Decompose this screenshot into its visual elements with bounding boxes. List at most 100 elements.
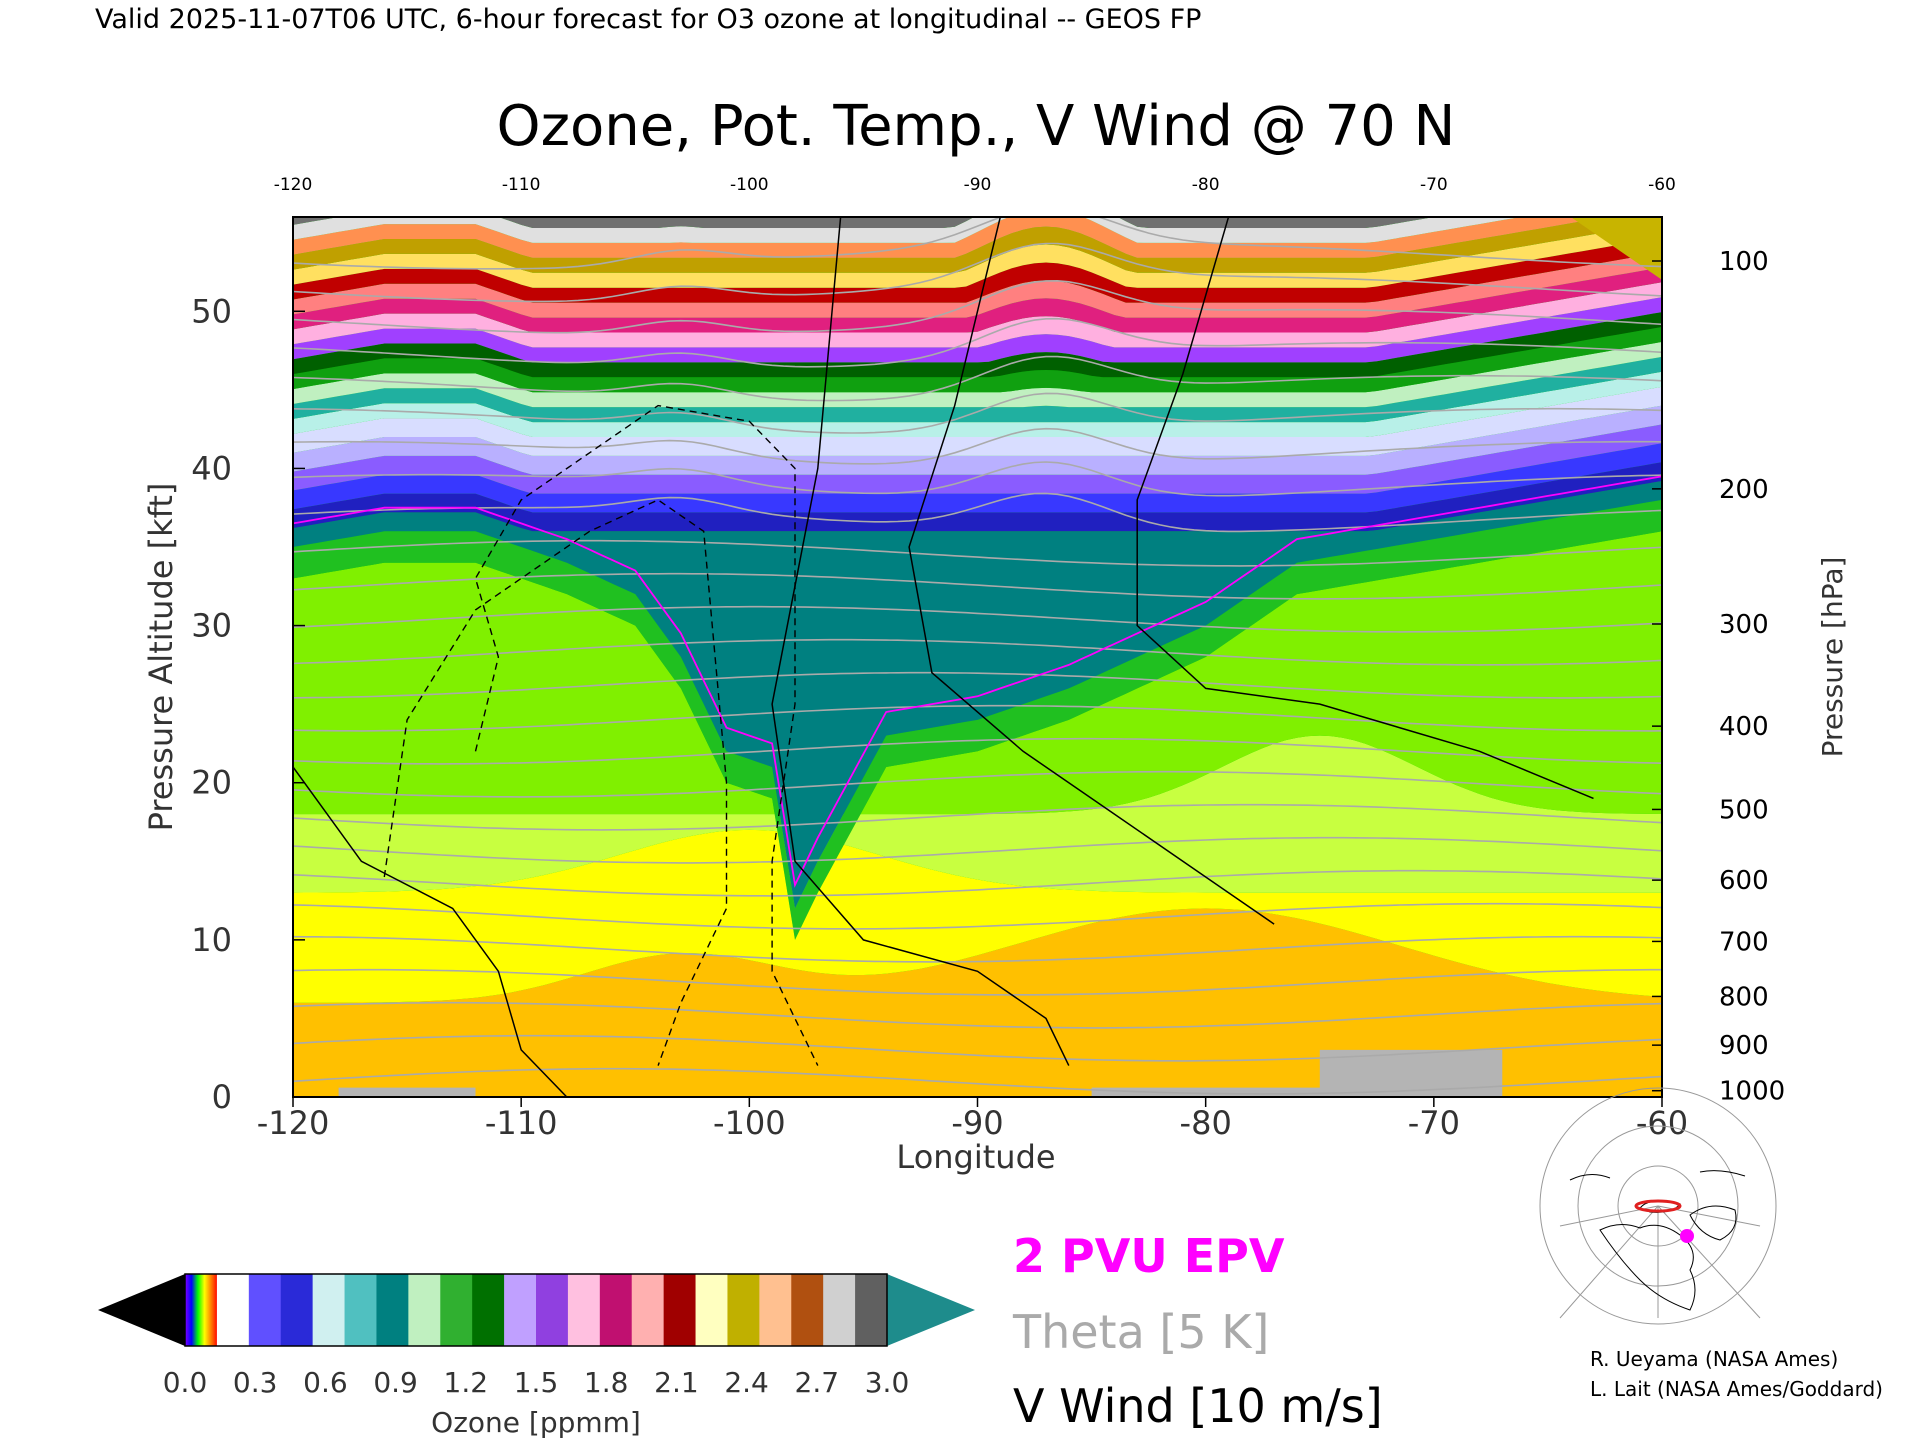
- valid-time-header: Valid 2025-11-07T06 UTC, 6-hour forecast…: [95, 4, 1201, 35]
- theta-contour: [293, 869, 1662, 897]
- y-tick-label: 50: [191, 292, 232, 330]
- credit-line-1: R. Ueyama (NASA Ames): [1590, 1347, 1838, 1371]
- theta-contour: [293, 1001, 1662, 1029]
- theta-contour: [293, 279, 1662, 334]
- x-tick-label: -100: [713, 1104, 786, 1142]
- y-tick-label: 10: [191, 921, 232, 959]
- theta-contour: [293, 770, 1662, 798]
- theta-contour: [293, 217, 1662, 270]
- colorbar-segment: [567, 1274, 601, 1346]
- y2-axis-label: Pressure [hPa]: [1816, 557, 1849, 758]
- colorbar-segment: [472, 1274, 505, 1346]
- ozone-band-strato: [293, 443, 1662, 513]
- theta-contour: [293, 671, 1662, 699]
- y-axis-label: Pressure Altitude [kft]: [142, 483, 180, 832]
- location-inset-map: [1539, 1087, 1777, 1325]
- pressure-tick-label: 700: [1719, 927, 1769, 957]
- ozone-band-strato: [293, 297, 1662, 363]
- colorbar-over-arrow: [887, 1274, 975, 1346]
- colorbar-segment: [599, 1274, 633, 1346]
- x-axis-label: Longitude: [896, 1138, 1055, 1176]
- ozone-band-strato: [293, 312, 1662, 378]
- colorbar: 0.0 0.3 0.6 0.9 1.2 1.5 1.8 2.1 2.4 2.7 3.0 Ozone …: [98, 1273, 975, 1439]
- pressure-tick-label: 400: [1719, 712, 1769, 742]
- colorbar-segment: [536, 1274, 569, 1346]
- colorbar-segment: [791, 1274, 824, 1346]
- colorbar-tick-label: 2.4: [724, 1366, 769, 1399]
- vwind-contour: [771, 217, 1070, 1066]
- colorbar-segment: [185, 1274, 218, 1346]
- y-axis-left: 0 10 20 30 40 50: [191, 292, 305, 1116]
- pressure-tick-label: 1000: [1719, 1077, 1785, 1107]
- inset-section-marker: [1634, 1199, 1682, 1213]
- colorbar-segment: [280, 1274, 314, 1346]
- credit-line-2: L. Lait (NASA Ames/Goddard): [1590, 1377, 1883, 1401]
- ozone-band-tropo: [293, 531, 1662, 940]
- ozone-band-strato: [293, 481, 1662, 909]
- y-tick-label: 20: [191, 764, 232, 802]
- colorbar-segment: [855, 1274, 888, 1346]
- colorbar-tick-label: 0.6: [303, 1366, 348, 1399]
- y-tick-label: 30: [191, 607, 232, 645]
- ozone-band-strato: [293, 222, 1662, 288]
- ozone-band-strato: [293, 371, 1662, 437]
- colorbar-segment: [216, 1274, 250, 1346]
- colorbar-tick-label: 0.9: [373, 1366, 418, 1399]
- colorbar-segment: [440, 1274, 473, 1346]
- theta-contour: [293, 902, 1662, 930]
- theta-contour: [293, 1034, 1662, 1062]
- theta-contour: [293, 803, 1662, 831]
- theta-contour: [293, 836, 1662, 864]
- vwind-contour: [1136, 217, 1594, 800]
- y-axis-right-pressure: 1000 900 800 700 600 500 400 300 200 100: [1652, 247, 1785, 1107]
- colorbar-segment: [695, 1274, 729, 1346]
- pressure-tick-label: 300: [1719, 610, 1769, 640]
- pressure-tick-label: 800: [1719, 982, 1769, 1012]
- colorbar-tick-label: 2.1: [654, 1366, 699, 1399]
- ozone-band-strato: [293, 267, 1662, 333]
- ozone-band-strato: [293, 217, 1608, 258]
- pressure-tick-label: 600: [1719, 866, 1769, 896]
- theta-contour: [293, 461, 1662, 497]
- colorbar-segment: [408, 1274, 441, 1346]
- theta-contour: [293, 935, 1662, 963]
- x-tick-label-top: -100: [730, 175, 769, 195]
- theta-contour: [293, 242, 1662, 303]
- colorbar-segment: [376, 1274, 409, 1346]
- ozone-band-strato: [293, 341, 1662, 408]
- colorbar-segment: [312, 1274, 346, 1346]
- theta-contour: [293, 355, 1662, 402]
- colorbar-segment: [727, 1274, 760, 1346]
- theta-contour: [293, 539, 1662, 567]
- x-tick-label: -110: [485, 1104, 558, 1142]
- x-tick-label: -60: [1636, 1104, 1688, 1142]
- x-tick-label-top: -110: [502, 175, 541, 195]
- ozone-band-strato: [293, 252, 1662, 318]
- vwind-contour-negative: [474, 404, 819, 1066]
- colorbar-segment: [759, 1274, 792, 1346]
- contour-overlays: [293, 217, 1662, 1097]
- theta-contour: [293, 704, 1662, 732]
- colorbar-segment: [504, 1274, 537, 1346]
- legend-item-epv: 2 PVU EPV: [1013, 1229, 1285, 1283]
- x-axis-top: -120 -110 -100 -90 -80 -70 -60: [274, 175, 1676, 195]
- x-tick-label-top: -80: [1192, 175, 1220, 195]
- pressure-tick-label: 500: [1719, 795, 1769, 825]
- colorbar-under-arrow: [98, 1274, 185, 1346]
- colorbar-tick-label: 0.0: [163, 1366, 208, 1399]
- theta-contour: [293, 638, 1662, 666]
- pressure-tick-label: 900: [1719, 1031, 1769, 1061]
- vwind-contour-negative: [383, 499, 728, 1066]
- x-tick-label: -90: [951, 1104, 1003, 1142]
- ozone-contour-fill: [293, 217, 1662, 1097]
- x-tick-label: -120: [257, 1104, 330, 1142]
- y-tick-label: 0: [212, 1078, 232, 1116]
- colorbar-segment: [663, 1274, 697, 1346]
- ozone-band-strato: [293, 237, 1662, 303]
- pv-2pvu-contour: [293, 475, 1662, 888]
- colorbar-tick-label: 2.7: [795, 1366, 840, 1399]
- theta-contour: [293, 1067, 1662, 1095]
- colorbar-label: Ozone [ppmm]: [431, 1406, 641, 1439]
- ozone-band-strato: [293, 424, 1662, 494]
